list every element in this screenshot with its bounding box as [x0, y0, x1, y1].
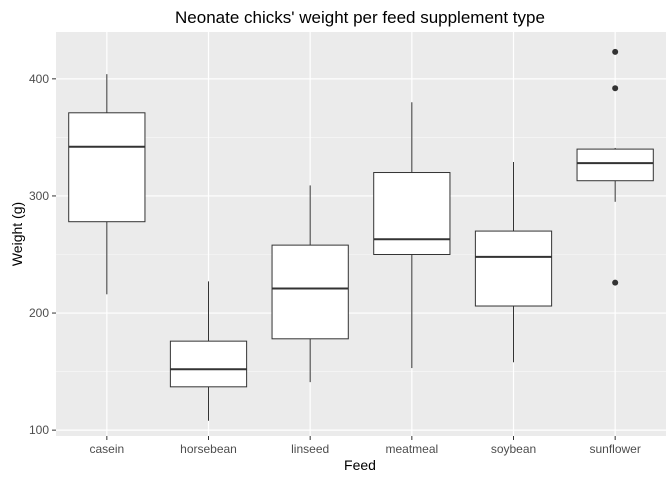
iqr-box [474, 230, 553, 307]
x-axis: casein horsebean linseed meatmeal soybean sun… [89, 436, 641, 456]
x-tick-label: casein [89, 442, 124, 456]
box-series [68, 48, 654, 421]
plot-panel [56, 32, 666, 436]
x-tick-label: horsebean [180, 442, 237, 456]
y-axis-title: Weight (g) [9, 202, 25, 266]
y-tick-label: 200 [29, 306, 49, 320]
y-tick-label: 400 [29, 72, 49, 86]
y-axis: 100 200 300 400 [29, 72, 56, 437]
x-tick-label: linseed [291, 442, 329, 456]
iqr-box [68, 112, 146, 223]
x-tick-label: meatmeal [385, 442, 438, 456]
x-tick-label: sunflower [589, 442, 640, 456]
box-casein [68, 74, 146, 295]
iqr-box [169, 340, 248, 388]
x-axis-title: Feed [344, 457, 376, 473]
iqr-box [576, 148, 654, 182]
outlier-point [612, 85, 619, 92]
box-soybean [474, 161, 553, 363]
x-tick-label: soybean [491, 442, 536, 456]
outlier-point [612, 279, 619, 286]
y-tick-label: 300 [29, 189, 49, 203]
iqr-box [271, 244, 349, 340]
minor-gridlines [56, 137, 666, 372]
outlier-point [612, 48, 619, 55]
box-sunflower [576, 48, 654, 286]
box-horsebean [169, 281, 248, 421]
y-tick-label: 100 [29, 423, 49, 437]
iqr-box [373, 172, 451, 255]
box-linseed [271, 185, 349, 383]
box-meatmeal [373, 102, 451, 369]
chart-title: Neonate chicks' weight per feed suppleme… [175, 8, 545, 27]
